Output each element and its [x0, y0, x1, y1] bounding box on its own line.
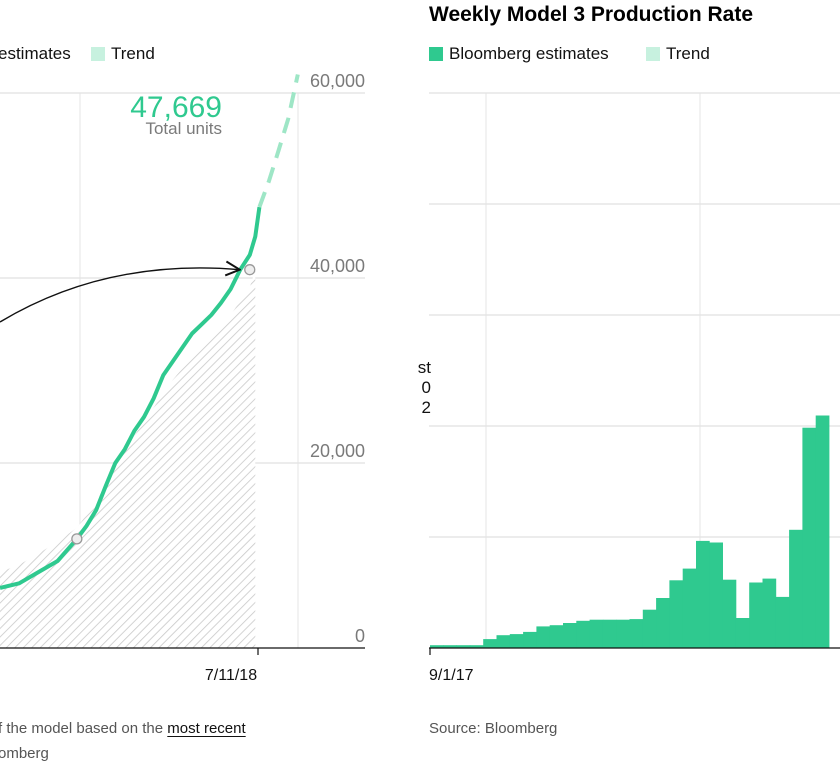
right-bar	[642, 609, 657, 648]
right-bar	[509, 634, 524, 648]
right-bar	[536, 626, 551, 648]
right-bar	[656, 598, 670, 648]
left-total-value: 47,669	[130, 91, 222, 124]
left-x-tick-label: 7/11/18	[205, 667, 257, 684]
left-footnote-line2: omberg	[0, 745, 49, 762]
right-bar	[722, 579, 737, 648]
left-annotation-arrow	[0, 268, 240, 323]
right-bar	[430, 645, 444, 648]
right-chart: 9/1/17	[429, 92, 840, 684]
right-bar	[802, 427, 817, 648]
right-bar	[709, 542, 723, 648]
right-bar	[815, 415, 830, 648]
right-bar	[456, 645, 471, 648]
left-marker-point	[71, 533, 83, 545]
right-bar	[469, 645, 484, 648]
right-bar	[735, 618, 750, 648]
right-bar	[682, 568, 697, 648]
right-bar	[669, 580, 684, 648]
right-bar	[629, 619, 644, 648]
left-annotation-line: 2	[422, 398, 431, 417]
right-bar	[576, 620, 590, 648]
right-source: Source: Bloomberg	[429, 720, 558, 737]
right-bar	[589, 619, 604, 648]
left-annotation-line: 0	[422, 378, 431, 397]
left-legend-trend-swatch	[91, 47, 105, 61]
right-legend-estimates-swatch	[429, 47, 443, 61]
right-bar	[549, 625, 564, 648]
left-marker-point	[244, 264, 256, 276]
right-x-tick-label: 9/1/17	[429, 667, 474, 684]
left-annotation-line: st	[418, 358, 432, 377]
right-bar	[789, 529, 803, 648]
right-bar	[775, 596, 790, 648]
right-legend-estimates-label: Bloomberg estimates	[449, 44, 609, 63]
right-bar	[483, 639, 497, 648]
right-bar	[616, 619, 630, 648]
left-y-tick-label: 20,000	[310, 441, 365, 461]
left-footnote-link[interactable]: most recent	[167, 720, 246, 737]
left-trend-dashed-line	[257, 74, 300, 208]
right-legend-trend-label: Trend	[666, 44, 710, 63]
left-footnote-text: f the model based on the	[0, 720, 164, 737]
right-bar	[563, 623, 577, 648]
left-legend-trend-label: Trend	[111, 44, 155, 63]
left-y-tick-label: 0	[355, 626, 365, 646]
left-legend-estimates-label: estimates	[0, 44, 71, 63]
right-bar	[443, 645, 457, 648]
right-bar	[602, 619, 617, 648]
left-footnote-line1: f the model based on the most recent	[0, 720, 246, 737]
right-bar	[762, 578, 777, 648]
right-chart-title: Weekly Model 3 Production Rate	[429, 3, 754, 26]
left-y-tick-label: 40,000	[310, 256, 365, 276]
left-trend-hatched-area	[0, 269, 256, 648]
left-total-sub: Total units	[145, 119, 222, 138]
right-legend-trend-swatch	[646, 47, 660, 61]
right-bar	[523, 631, 537, 648]
right-bar	[749, 582, 763, 648]
right-bar	[496, 635, 511, 648]
right-bar	[696, 540, 710, 648]
left-y-tick-label: 60,000	[310, 71, 365, 91]
left-chart: 020,00040,00060,0007/11/18st0247,669Tota…	[0, 71, 431, 684]
